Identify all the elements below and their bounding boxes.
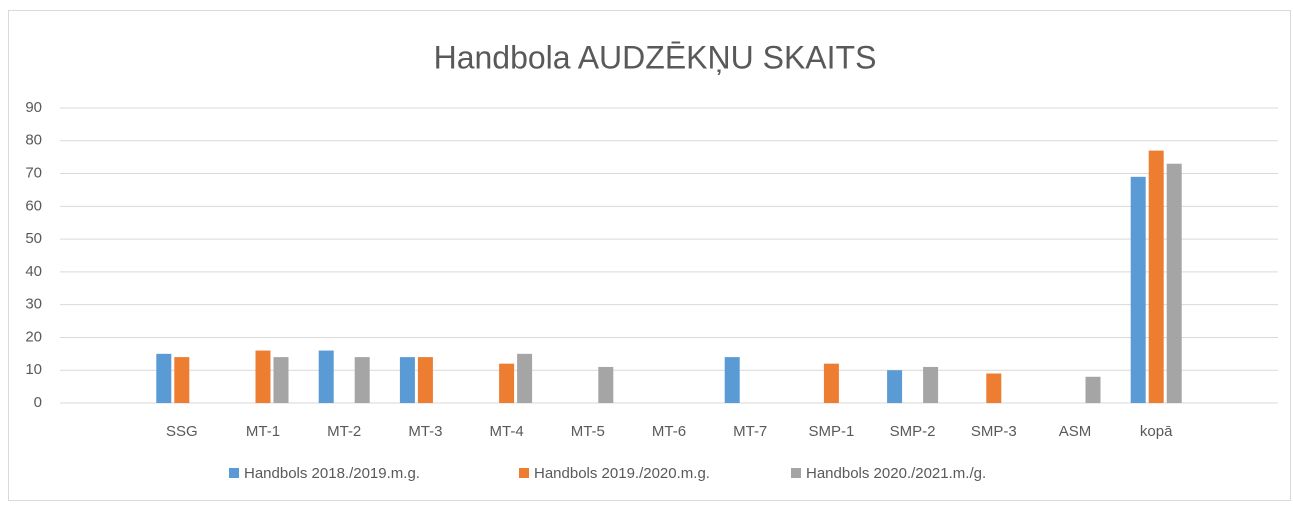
bar [273,357,289,403]
bar [318,350,334,403]
bar [517,353,533,403]
y-tick-label: 70 [25,165,42,182]
y-tick-label: 0 [34,394,42,411]
chart-border [8,10,1291,501]
bar [417,357,433,403]
legend-swatch [519,468,529,478]
bar [823,363,839,403]
bar [399,357,415,403]
bar [156,353,172,403]
bar [1166,163,1182,403]
bar [255,350,271,403]
x-tick-label: SMP-3 [971,423,1017,440]
bar [354,357,370,403]
bar [724,357,740,403]
x-tick-label: MT-6 [652,423,686,440]
x-tick-label: MT-7 [733,423,767,440]
bar [923,366,939,403]
y-tick-label: 80 [25,132,42,149]
x-tick-label: kopā [1140,423,1173,440]
x-tick-label: MT-2 [327,423,361,440]
y-tick-label: 90 [25,99,42,116]
bar [499,363,515,403]
legend-swatch [791,468,801,478]
bar [1130,176,1146,403]
x-tick-label: MT-3 [408,423,442,440]
x-tick-label: SMP-1 [808,423,854,440]
y-tick-label: 50 [25,230,42,247]
y-tick-label: 20 [25,328,42,345]
legend-label: Handbols 2020./2021.m./g. [806,465,986,482]
y-tick-label: 40 [25,263,42,280]
bar [174,357,190,403]
legend-swatch [229,468,239,478]
bar [598,366,614,403]
bar [887,370,903,403]
y-tick-label: 30 [25,296,42,313]
y-tick-label: 60 [25,197,42,214]
bar [1148,150,1164,403]
x-tick-label: MT-1 [246,423,280,440]
bar [1085,376,1101,403]
x-tick-label: ASM [1059,423,1092,440]
x-tick-label: SMP-2 [890,423,936,440]
x-tick-label: MT-4 [490,423,524,440]
legend-label: Handbols 2018./2019.m.g. [244,465,420,482]
x-tick-label: MT-5 [571,423,605,440]
chart-title: Handbola AUDZĒKŅU SKAITS [434,39,877,75]
y-tick-label: 10 [25,361,42,378]
x-tick-label: SSG [166,423,198,440]
bar [986,373,1002,403]
legend-label: Handbols 2019./2020.m.g. [534,465,710,482]
